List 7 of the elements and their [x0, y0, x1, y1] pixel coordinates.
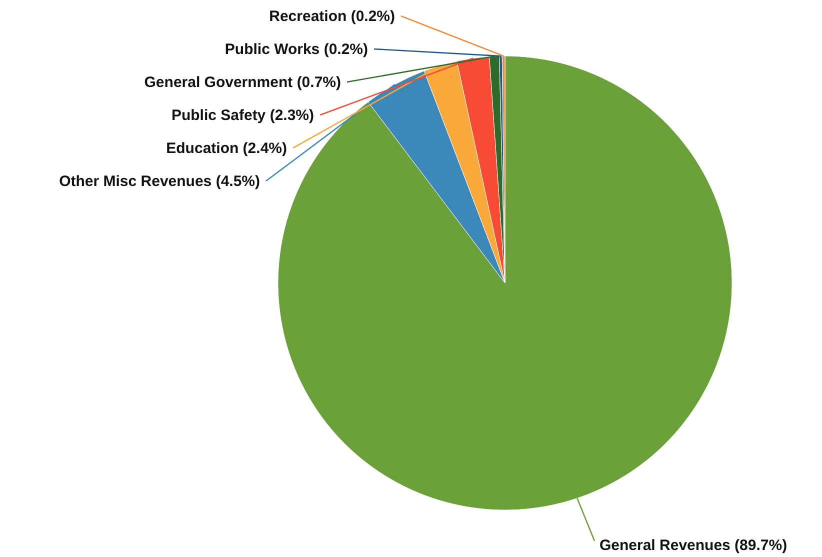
slice-label: Public Safety (2.3%) [171, 107, 314, 124]
slice-label: General Government (0.7%) [144, 74, 341, 91]
slice-label: Recreation (0.2%) [269, 8, 396, 25]
slice-label: General Revenues (89.7%) [599, 536, 788, 554]
slice-label: Education (2.4%) [166, 140, 287, 157]
slice-label: Public Works (0.2%) [224, 41, 368, 58]
slice-label: Other Misc Revenues (4.5%) [59, 173, 260, 190]
